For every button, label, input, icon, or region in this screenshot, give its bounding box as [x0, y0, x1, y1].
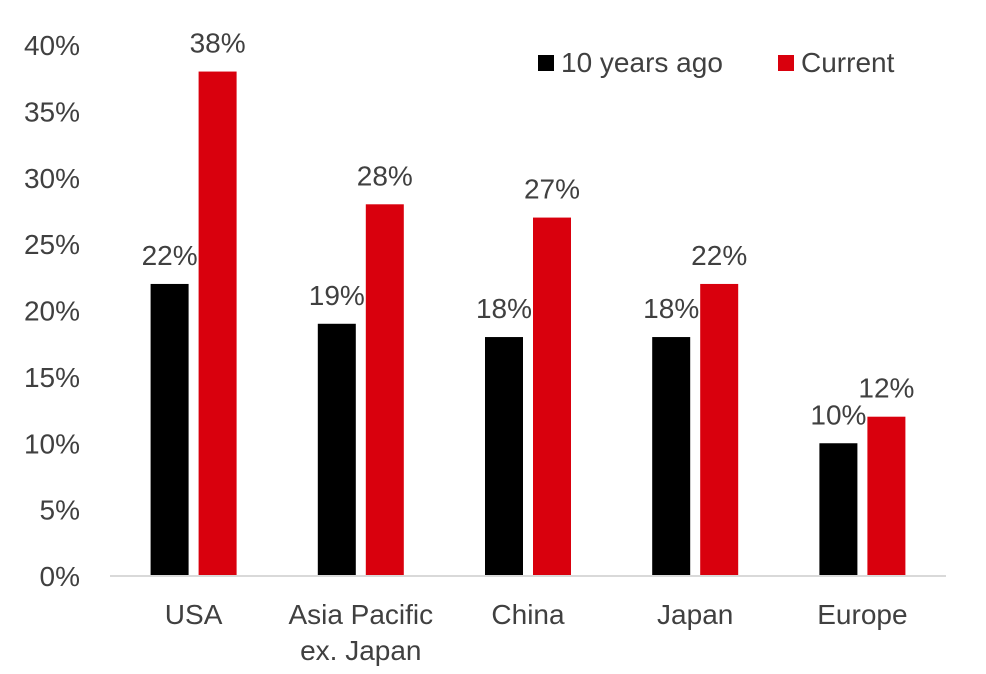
- y-tick-label: 20%: [24, 296, 80, 327]
- bar: [867, 416, 906, 576]
- y-tick-label: 15%: [24, 362, 80, 393]
- bar: [819, 443, 858, 576]
- bar: [533, 217, 571, 576]
- legend-swatch: [538, 55, 554, 71]
- legend-label: 10 years ago: [561, 47, 723, 78]
- data-label: 18%: [476, 293, 532, 324]
- data-label: 18%: [643, 293, 699, 324]
- y-tick-label: 5%: [40, 495, 80, 526]
- category-label: China: [491, 599, 565, 630]
- y-tick-label: 30%: [24, 163, 80, 194]
- y-tick-label: 0%: [40, 561, 80, 592]
- bar: [317, 323, 356, 576]
- bar: [150, 283, 189, 576]
- data-label: 22%: [691, 240, 747, 271]
- data-label: 10%: [810, 399, 866, 430]
- data-label: 22%: [142, 240, 198, 271]
- legend: 10 years ago Current: [538, 47, 895, 78]
- bar: [652, 337, 691, 576]
- data-label: 28%: [357, 160, 413, 191]
- data-labels: 22% 38% 19% 28% 18% 27% 18% 22% 10%12%: [142, 28, 915, 431]
- category-label: Asia Pacific: [288, 599, 433, 630]
- bar: [198, 71, 237, 577]
- y-axis-ticks: 0% 5% 10% 15% 20% 25% 30% 35% 40%: [24, 30, 80, 592]
- data-label: 12%: [858, 373, 914, 404]
- category-label: Europe: [817, 599, 907, 630]
- legend-label: Current: [801, 47, 895, 78]
- y-tick-label: 35%: [24, 96, 80, 127]
- category-label: ex. Japan: [300, 635, 421, 666]
- legend-swatch: [778, 55, 794, 71]
- category-label: Japan: [657, 599, 733, 630]
- category-label: USA: [165, 599, 223, 630]
- bar: [485, 337, 523, 576]
- category-labels: USA Asia Pacific ex. Japan China Japan Europe: [165, 599, 908, 666]
- y-tick-label: 10%: [24, 428, 80, 459]
- bars: [150, 71, 906, 577]
- data-label: 19%: [309, 280, 365, 311]
- bar: [700, 283, 739, 576]
- bar: [365, 204, 404, 577]
- data-label: 27%: [524, 174, 580, 205]
- y-tick-label: 25%: [24, 229, 80, 260]
- data-label: 38%: [190, 28, 246, 59]
- y-tick-label: 40%: [24, 30, 80, 61]
